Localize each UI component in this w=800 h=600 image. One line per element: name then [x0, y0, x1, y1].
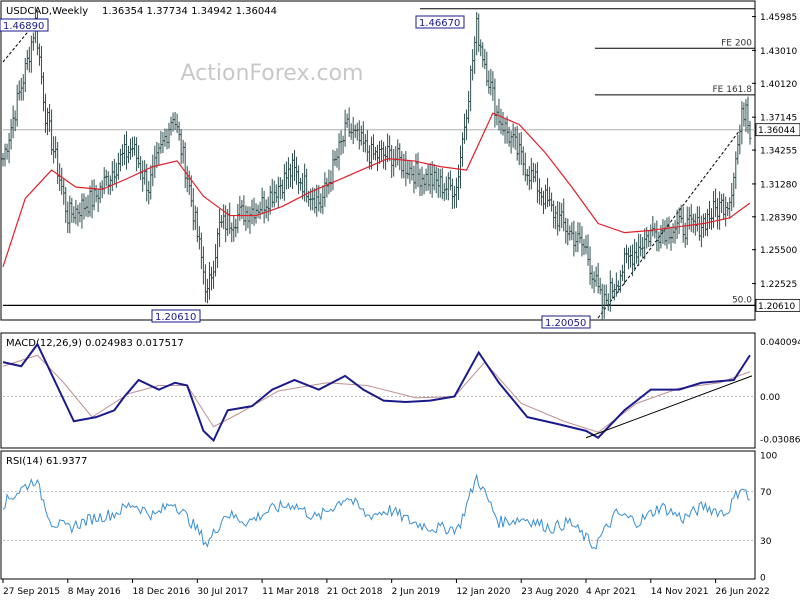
low-2021-label: 1.20050 [541, 315, 591, 329]
time-axis: 27 Sep 2015 8 May 2016 18 Dec 2016 30 Jul 2… [2, 579, 770, 597]
dashed-trend-left [2, 21, 37, 63]
rsi-panel-frame [0, 450, 756, 580]
rsi-tick-label: 100 [760, 452, 777, 462]
symbol-header: USDCAD,Weekly [6, 6, 88, 17]
time-tick-label: 18 Dec 2016 [133, 587, 191, 597]
low-2017-label: 1.20610 [151, 309, 201, 323]
price-tick-label: 1.45985 [760, 13, 797, 23]
macd-tick-label: -0.03086 [760, 435, 800, 445]
price-tick-label: 1.34255 [760, 147, 797, 157]
rsi-line [2, 473, 751, 550]
macd-axis: 0.040094 0.00 -0.03086 [760, 338, 800, 446]
price-tick-label: 1.43010 [760, 47, 797, 57]
left-high-label: 1.46890 [0, 18, 49, 32]
fe161-label: FE 161.8 [713, 85, 753, 95]
price-axis: 1.45985 1.43010 1.40120 1.37145 1.34255 1.312… [752, 13, 800, 312]
rsi-tick-label: 70 [760, 488, 772, 498]
time-tick-label: 21 Oct 2018 [327, 587, 383, 597]
svg-text:1.36044: 1.36044 [758, 126, 795, 136]
rsi-label: RSI(14) 61.9377 [6, 456, 87, 467]
rsi-axis: 100 70 30 0 [760, 452, 777, 584]
time-tick-label: 23 Aug 2020 [521, 587, 579, 597]
watermark: ActionForex.com [181, 61, 364, 86]
time-tick-label: 11 Mar 2018 [262, 587, 319, 597]
time-tick-label: 27 Sep 2015 [3, 587, 60, 597]
high-2020-label: 1.46670 [415, 15, 465, 29]
time-tick-label: 8 May 2016 [68, 587, 121, 597]
time-tick-label: 30 Jul 2017 [197, 587, 248, 597]
time-tick-label: 2 Jun 2019 [392, 587, 441, 597]
svg-text:1.20610: 1.20610 [155, 312, 196, 323]
price-panel: ActionForex.com USDCAD,Weekly 1.36354 1.… [0, 0, 800, 329]
time-tick-label: 14 Nov 2021 [651, 587, 709, 597]
macd-trendline [585, 375, 753, 439]
time-tick-label: 26 Jun 2022 [716, 587, 770, 597]
fib50-label: 50.0 [732, 295, 752, 305]
ohlc-header: 1.36354 1.37734 1.34942 1.36044 [102, 6, 277, 17]
price-tick-label: 1.40120 [760, 80, 797, 90]
price-annotations: 1.46890 1.46670 1.20610 1.20050 FE 200 FE 161… [0, 15, 753, 329]
price-tick-label: 1.25500 [760, 246, 797, 256]
svg-text:1.20610: 1.20610 [758, 302, 795, 312]
macd-line [2, 342, 751, 443]
rsi-tick-label: 0 [760, 574, 766, 584]
rsi-tick-label: 30 [760, 537, 772, 547]
rsi-panel: RSI(14) 61.9377 100 70 30 0 [0, 450, 777, 584]
price-bars [1, 6, 752, 320]
macd-panel: MACD(12,26,9) 0.024983 0.017517 0.040094… [0, 332, 800, 449]
low-level-tag: 1.20610 [755, 298, 800, 312]
price-tick-label: 1.37145 [760, 114, 797, 124]
current-price-tag: 1.36044 [755, 123, 800, 136]
svg-text:1.46670: 1.46670 [419, 18, 460, 29]
moving-average-line [2, 112, 751, 267]
time-tick-label: 12 Jan 2020 [456, 587, 510, 597]
svg-text:1.20050: 1.20050 [545, 318, 586, 329]
fe200-label: FE 200 [721, 38, 752, 48]
price-tick-label: 1.28390 [760, 213, 797, 223]
svg-text:1.46890: 1.46890 [3, 21, 44, 32]
time-tick-label: 4 Apr 2021 [586, 587, 636, 597]
price-tick-label: 1.31280 [760, 180, 797, 190]
price-tick-label: 1.22525 [760, 280, 797, 290]
rsi-level-lines [3, 491, 755, 541]
macd-label: MACD(12,26,9) 0.024983 0.017517 [6, 338, 184, 349]
macd-tick-label: 0.040094 [760, 338, 800, 348]
macd-panel-frame [0, 332, 756, 449]
macd-tick-label: 0.00 [760, 393, 780, 403]
